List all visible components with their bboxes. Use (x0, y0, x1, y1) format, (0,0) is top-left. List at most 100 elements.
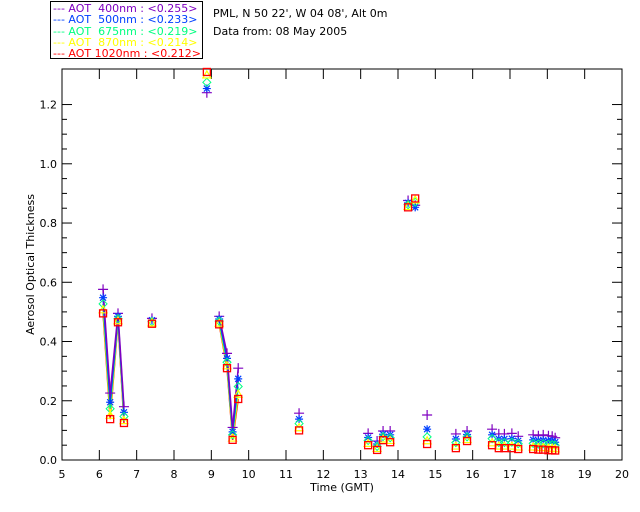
data-point-triangle (513, 441, 524, 451)
data-point-diamond (451, 437, 461, 448)
x-tick-label: 17 (503, 468, 517, 481)
data-point-star (364, 433, 373, 442)
data-point-square (98, 309, 108, 318)
legend-entry: --- AOT 500nm : <0.233> (53, 14, 202, 25)
data-point-star (514, 436, 523, 445)
data-point-diamond (513, 439, 523, 449)
legend-label: AOT 400nm (68, 2, 137, 15)
data-point-triangle (378, 433, 389, 443)
x-tick-label: 10 (242, 468, 256, 481)
data-point-diamond (378, 431, 388, 442)
x-tick-label: 12 (316, 468, 330, 481)
data-point-plus (233, 363, 244, 374)
data-point-diamond (222, 357, 232, 367)
y-tick-label: 0.6 (40, 276, 58, 289)
x-tick-label: 15 (428, 468, 442, 481)
y-tick-label: 1.0 (40, 158, 58, 171)
data-point-diamond (363, 435, 373, 446)
x-tick-label: 19 (578, 468, 592, 481)
data-point-square (119, 418, 129, 428)
data-point-square (507, 444, 517, 453)
legend-label: AOT 870nm (68, 35, 137, 49)
x-tick-label: 18 (540, 468, 554, 481)
data-point-plus (422, 409, 433, 420)
data-point-diamond (98, 299, 108, 309)
data-point-square (514, 444, 523, 454)
data-point-star (423, 425, 432, 434)
x-tick-label: 11 (279, 468, 293, 481)
legend-entry: --- AOT 1020nm : <0.212> (53, 48, 202, 59)
data-point-square (551, 446, 560, 455)
legend-label: AOT 500nm (68, 13, 137, 27)
data-point-diamond (462, 432, 472, 442)
data-point-square (422, 439, 432, 449)
data-point-triangle (363, 438, 374, 448)
y-tick-label: 0.8 (40, 217, 58, 230)
data-point-square (451, 444, 461, 453)
data-point-square (411, 194, 420, 203)
date-text: Data from: 08 May 2005 (213, 25, 348, 38)
data-point-triangle (105, 410, 116, 419)
legend-entry: --- AOT 400nm : <0.255> (53, 3, 202, 14)
data-point-triangle (403, 201, 414, 211)
legend-line-swatch: --- (53, 24, 69, 38)
location-text: PML, N 50 22', W 04 08', Alt 0m (213, 7, 388, 20)
legend-label: AOT 1020nm (68, 47, 141, 61)
y-tick-label: 0.2 (40, 395, 58, 408)
data-point-diamond (499, 437, 510, 448)
legend-line-swatch: --- (53, 35, 69, 49)
y-axis-label: Aerosol Optical Thickness (24, 194, 37, 335)
data-point-triangle (112, 315, 124, 325)
data-point-square (494, 444, 503, 453)
x-tick-label: 6 (96, 468, 103, 481)
data-point-triangle (506, 440, 517, 450)
data-point-star (202, 84, 211, 93)
data-point-triangle (233, 389, 244, 398)
data-point-star (99, 293, 108, 302)
legend-entry: --- AOT 870nm : <0.214> (53, 37, 202, 48)
data-point-triangle (201, 69, 212, 79)
legend-mean: : <0.219> (136, 24, 198, 38)
data-point-diamond (119, 411, 129, 422)
data-point-triangle (146, 317, 158, 327)
data-point-diamond (214, 316, 224, 326)
data-point-triangle (462, 434, 473, 444)
data-point-plus (98, 284, 109, 295)
x-tick-label: 13 (354, 468, 368, 481)
data-point-square (462, 436, 472, 446)
data-point-square (202, 67, 212, 77)
data-point-plus (105, 388, 116, 399)
y-tick-label: 1.2 (40, 99, 58, 112)
data-point-star (411, 203, 420, 212)
data-point-square (403, 203, 413, 212)
data-point-square (147, 319, 157, 328)
data-point-square (113, 318, 123, 327)
legend-entry: --- AOT 675nm : <0.219> (53, 24, 202, 38)
data-point-diamond (385, 433, 395, 443)
data-point-diamond (294, 418, 304, 429)
x-axis-label: Time (GMT) (309, 481, 374, 494)
data-point-star (106, 398, 115, 407)
data-point-diamond (113, 313, 123, 324)
legend-mean: : <0.233> (136, 13, 198, 27)
legend-label: AOT 675nm (68, 24, 137, 38)
data-point-square (386, 438, 395, 447)
x-tick-label: 8 (171, 468, 178, 481)
data-point-square (372, 445, 382, 455)
legend: --- AOT 400nm : <0.255> --- AOT 500nm : <… (50, 1, 203, 59)
data-point-triangle (410, 194, 421, 204)
y-tick-label: 0.0 (40, 454, 58, 467)
data-point-square (215, 320, 224, 329)
data-point-triangle (385, 435, 396, 445)
data-point-diamond (487, 433, 497, 444)
data-point-square (528, 444, 538, 454)
data-point-diamond (105, 404, 115, 414)
data-point-diamond (202, 77, 212, 88)
data-point-square (222, 364, 232, 373)
data-point-triangle (227, 432, 238, 442)
legend-line-swatch: --- (53, 47, 69, 61)
data-point-square (363, 441, 373, 450)
x-tick-label: 7 (133, 468, 140, 481)
